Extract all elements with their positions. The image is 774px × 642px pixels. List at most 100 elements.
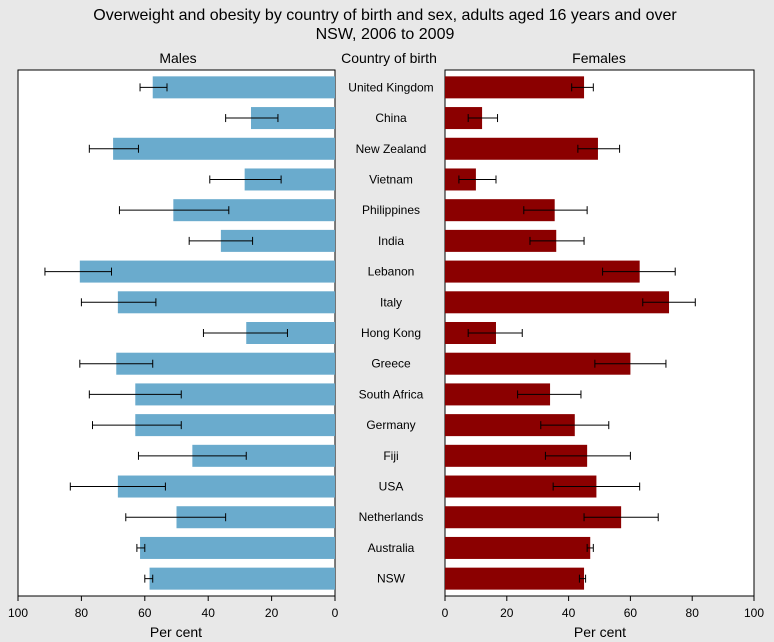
- females-bar: [445, 291, 670, 314]
- males-x-tick-label: 80: [75, 606, 89, 620]
- females-bar: [445, 229, 557, 252]
- males-bar: [140, 536, 335, 559]
- males-error-bar: [137, 451, 247, 460]
- males-error-bar: [125, 513, 227, 522]
- females-bar: [445, 199, 555, 222]
- females-error-bar: [642, 298, 696, 307]
- males-error-bar: [144, 574, 154, 583]
- category-label: Greece: [371, 357, 411, 371]
- females-bar: [445, 506, 622, 529]
- males-bar: [113, 137, 335, 160]
- females-error-bar: [544, 451, 631, 460]
- males-x-tick-label: 100: [8, 606, 28, 620]
- females-x-tick-label: 60: [624, 606, 638, 620]
- center-header: Country of birth: [341, 50, 437, 66]
- males-error-bar: [88, 144, 139, 153]
- females-error-bar: [467, 329, 523, 337]
- females-bar: [445, 414, 575, 437]
- category-label: New Zealand: [356, 142, 427, 156]
- females-bar: [445, 383, 551, 406]
- males-error-bar: [44, 267, 113, 276]
- females-error-bar: [594, 359, 667, 368]
- females-bar: [445, 475, 597, 498]
- category-label: Vietnam: [369, 172, 413, 186]
- males-error-bar: [118, 206, 230, 215]
- males-bar: [135, 414, 335, 437]
- females-error-bar: [523, 206, 588, 215]
- males-bar: [244, 168, 335, 191]
- category-label: Fiji: [383, 449, 398, 463]
- males-bar: [117, 475, 335, 498]
- category-label: Germany: [366, 418, 415, 432]
- males-bar: [149, 567, 335, 590]
- females-x-tick-label: 40: [562, 606, 576, 620]
- females-error-bar: [529, 236, 585, 245]
- females-error-bar: [583, 513, 659, 522]
- males-bar: [135, 383, 335, 406]
- males-bar: [192, 444, 335, 467]
- males-x-axis: 0 20 40 60 80 100: [8, 595, 339, 620]
- females-x-tick-label: 0: [442, 606, 449, 620]
- females-x-axis-label: Per cent: [574, 624, 626, 640]
- females-bar: [445, 260, 640, 283]
- males-error-bar: [202, 329, 288, 337]
- males-series: [44, 76, 336, 590]
- females-error-bar: [540, 421, 610, 430]
- females-x-tick-label: 80: [686, 606, 700, 620]
- females-bar: [445, 137, 598, 160]
- males-x-tick-label: 20: [265, 606, 279, 620]
- females-error-bar: [577, 144, 621, 153]
- category-label: NSW: [377, 572, 406, 586]
- category-label: Lebanon: [368, 265, 415, 279]
- category-label: Netherlands: [359, 510, 424, 524]
- males-error-bar: [209, 175, 282, 184]
- males-bar: [116, 352, 336, 375]
- males-bar: [220, 229, 335, 252]
- males-error-bar: [139, 83, 168, 92]
- category-label: United Kingdom: [348, 80, 433, 94]
- males-x-axis-label: Per cent: [150, 624, 202, 640]
- females-bar: [445, 536, 591, 559]
- category-label: Australia: [368, 541, 415, 555]
- males-bar: [173, 199, 335, 222]
- males-panel-title: Males: [159, 50, 196, 66]
- females-bar: [445, 567, 585, 590]
- males-bar: [79, 260, 335, 283]
- females-bar: [445, 107, 483, 130]
- females-bar: [445, 444, 588, 467]
- males-bar: [152, 76, 335, 99]
- category-label: Philippines: [362, 203, 420, 217]
- category-label: South Africa: [359, 387, 424, 401]
- males-bar: [250, 107, 335, 130]
- males-error-bar: [69, 482, 166, 491]
- males-x-tick-label: 40: [202, 606, 216, 620]
- males-bar: [246, 322, 335, 344]
- males-error-bar: [91, 421, 182, 430]
- females-error-bar: [458, 175, 497, 184]
- males-error-bar: [136, 543, 146, 552]
- females-error-bar: [552, 482, 641, 491]
- males-bar: [176, 506, 335, 529]
- males-error-bar: [79, 359, 154, 368]
- category-labels: United Kingdom China New Zealand Vietnam Phi…: [348, 80, 433, 585]
- chart-subtitle: NSW, 2006 to 2009: [316, 26, 455, 43]
- males-error-bar: [225, 114, 279, 123]
- category-label: USA: [379, 480, 404, 494]
- males-bar: [117, 291, 335, 314]
- females-panel-title: Females: [572, 50, 626, 66]
- category-label: Italy: [380, 295, 402, 309]
- category-label: China: [375, 111, 407, 125]
- females-error-bar: [467, 114, 499, 123]
- females-x-tick-label: 20: [500, 606, 514, 620]
- males-error-bar: [88, 390, 182, 399]
- females-series: [445, 76, 696, 590]
- males-error-bar: [188, 236, 254, 245]
- females-error-bar: [571, 83, 594, 92]
- males-x-tick-label: 60: [138, 606, 152, 620]
- females-bar: [445, 76, 585, 99]
- males-error-bar: [80, 298, 157, 307]
- females-error-bar: [602, 267, 676, 276]
- category-label: Hong Kong: [361, 326, 421, 340]
- category-label: India: [378, 234, 404, 248]
